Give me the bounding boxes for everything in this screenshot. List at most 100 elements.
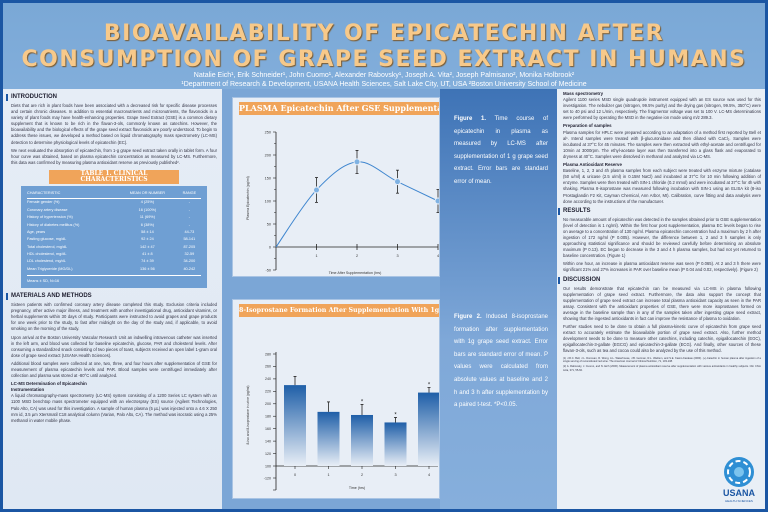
y-tick-label: 220 bbox=[265, 390, 271, 394]
table-cell: 58-141 bbox=[183, 237, 196, 242]
table-row: Female gender (%) 4 (25%) - bbox=[27, 199, 201, 207]
instrumentation-paragraph: A liquid chromatography-mass spectrometr… bbox=[11, 393, 217, 423]
table-row: History of diabetes mellitus (%) 6 (38%) - bbox=[27, 221, 201, 228]
methods-paragraph: Additional blood samples were collected … bbox=[11, 360, 217, 379]
significance-asterisk: * bbox=[428, 383, 431, 389]
prep-paragraph: Plasma samples for HPLC were prepared ac… bbox=[563, 129, 761, 159]
par-heading: Plasma Antioxidant Reserve bbox=[563, 162, 622, 168]
results-paragraph: Within one hour, an increase in plasma a… bbox=[563, 261, 761, 273]
series-line bbox=[275, 161, 439, 248]
significance-asterisk: * bbox=[394, 412, 397, 418]
table-cell: 136 ± 56 bbox=[140, 266, 155, 271]
y-tick-label: 160 bbox=[265, 427, 271, 431]
table-cell: 40-242 bbox=[183, 266, 196, 271]
discussion-paragraph: Further studies need to be done to obtai… bbox=[563, 324, 761, 354]
prep-heading: Preparation of samples bbox=[563, 123, 612, 129]
table-cell: 16 (100%) bbox=[138, 207, 157, 212]
isoprostane-bar-chart: 280 260 240 220 200 180 160 140 120 100 -120 0 1 * 2 * 3… bbox=[246, 352, 439, 491]
table-header: CHARACTERISTIC bbox=[27, 190, 118, 200]
x-tick-label: 1 bbox=[315, 254, 317, 258]
methods-heading: MATERIALS AND METHODS bbox=[6, 293, 217, 301]
y-tick-label: 120 bbox=[265, 452, 271, 456]
methods-paragraph: Sixteen patients with confirmed coronary… bbox=[11, 302, 217, 332]
y-tick-label: 280 bbox=[265, 352, 271, 356]
table-cell: 41 ± 8 bbox=[142, 252, 153, 257]
table-cell: 4 (25%) bbox=[140, 200, 155, 205]
figure-1-title: PLASMA Epicatechin After GSE Supplementa… bbox=[239, 102, 439, 115]
table-cell: 6 (38%) bbox=[140, 222, 155, 227]
x-tick-label: 4 bbox=[437, 254, 439, 258]
table-cell: History of hypertension (%) bbox=[27, 215, 73, 220]
par-paragraph: Baseline, 1, 2, 3 and 4h plasma samples … bbox=[563, 168, 761, 204]
figure-1-text: Time course of epicatechin in plasma as … bbox=[454, 116, 548, 185]
bar bbox=[418, 392, 439, 466]
table-header: MEAN OR NUMBER bbox=[117, 190, 178, 200]
x-tick-label: 2 bbox=[356, 254, 358, 258]
x-tick-label: 0 bbox=[294, 473, 296, 477]
table-cell: 87-205 bbox=[183, 244, 196, 249]
y-tick-label: -50 bbox=[266, 268, 272, 272]
table-row: LDL cholesterol, mg/dL 74 ± 39 34-200 bbox=[27, 258, 201, 265]
ms-heading: Mass spectrometry bbox=[563, 91, 604, 96]
table-title: TABLE 1. CLINICAL CHARACTERISTICS bbox=[49, 169, 179, 185]
table-row: Total cholesterol, mg/dL 142 ± 47 87-205 bbox=[27, 243, 201, 250]
table-row: Age, years 58 ± 14 44-73 bbox=[27, 229, 201, 236]
table-cell: Female gender (%) bbox=[27, 200, 60, 205]
figure-1-panel: PLASMA Epicatechin After GSE Supplementa… bbox=[232, 97, 440, 277]
results-heading: RESULTS bbox=[558, 207, 761, 215]
methods-paragraph: Upon arrival at the Boston University Va… bbox=[11, 334, 217, 358]
affiliations: ¹Department of Research & Development, U… bbox=[181, 81, 587, 88]
discussion-paragraph: Our results demonstrate that epicatechin… bbox=[563, 285, 761, 321]
bar bbox=[384, 422, 407, 466]
table-cell: 34-200 bbox=[183, 259, 196, 264]
table-cell: 58 ± 14 bbox=[141, 229, 154, 234]
table-cell: 11 (69%) bbox=[139, 215, 155, 220]
figure-1-label: Figure 1. bbox=[454, 116, 486, 122]
title-line-2: CONSUMPTION OF GRAPE SEED EXTRACT IN HUM… bbox=[21, 47, 747, 72]
intro-paragraph: Diets that are rich in plant foods have … bbox=[11, 103, 217, 145]
logo-tagline: HEALTH SCIENCES bbox=[725, 499, 753, 503]
reference: (2) A. Rabovsky, J. Cuomo, and N. Eich (… bbox=[563, 365, 761, 372]
table-cell: - bbox=[188, 222, 190, 227]
table-cell: Fasting glucose, mg/dL bbox=[27, 237, 67, 242]
instrumentation-subheading: Instrumentation bbox=[11, 387, 45, 393]
table-cell: Mean Triglyceride (MG/DL) bbox=[27, 266, 73, 271]
figure-2-text: Induced 8-isoprostane formation after su… bbox=[454, 314, 548, 409]
y-tick-label: 260 bbox=[265, 365, 271, 369]
y-tick-label: 150 bbox=[265, 176, 271, 180]
header: BIOAVAILABILITY OF EPICATECHIN AFTER CON… bbox=[3, 3, 765, 89]
data-point bbox=[434, 197, 439, 205]
figures-column: PLASMA Epicatechin After GSE Supplementa… bbox=[222, 89, 440, 509]
table-header: RANGE bbox=[177, 190, 201, 200]
table-row: Coronary artery disease 16 (100%) - bbox=[27, 207, 201, 214]
ms-paragraph: Agilent 1100 series MSD single quadrupol… bbox=[563, 97, 761, 121]
table-row: Mean Triglyceride (MG/DL) 136 ± 56 40-242 bbox=[27, 266, 201, 273]
usana-logo: USANA HEALTH SCIENCES bbox=[720, 455, 758, 505]
table-cell: - bbox=[188, 207, 190, 212]
x-tick-label: 3 bbox=[394, 473, 396, 477]
logo-text: USANA bbox=[723, 488, 756, 498]
y-tick-label: 180 bbox=[265, 415, 271, 419]
figure-2-label: Figure 2. bbox=[454, 314, 482, 320]
table-cell: 32-59 bbox=[184, 252, 195, 257]
y-tick-label: 240 bbox=[265, 377, 271, 381]
left-column-background bbox=[3, 89, 222, 509]
epicatechin-line-chart: 250 200 150 100 50 0 -50 1 2 3 4 Time After Supplem… bbox=[246, 130, 439, 275]
table-note: Means ± SD, N=16 bbox=[27, 274, 201, 284]
bar bbox=[317, 411, 340, 466]
results-paragraph: No measurable amount of epicatechin was … bbox=[563, 216, 761, 259]
table-cell: 74 ± 39 bbox=[141, 259, 154, 264]
y-tick-label: 200 bbox=[265, 402, 271, 406]
table-cell: 92 ± 24 bbox=[141, 237, 154, 242]
table-cell: - bbox=[188, 215, 190, 220]
bar bbox=[284, 385, 306, 466]
figure-2-title: 8-Isoprostane Formation After Supplement… bbox=[239, 304, 439, 317]
significance-asterisk: * bbox=[361, 399, 364, 405]
table-cell: Age, years bbox=[27, 229, 46, 234]
captions-column: Figure 1. Time course of epicatechin in … bbox=[440, 89, 557, 509]
clinical-characteristics-table: CHARACTERISTIC MEAN OR NUMBER RANGE Fema… bbox=[21, 186, 207, 289]
figure-1-caption: Figure 1. Time course of epicatechin in … bbox=[454, 113, 548, 189]
table-cell: 142 ± 47 bbox=[140, 244, 155, 249]
y-tick-label: -120 bbox=[264, 476, 271, 480]
x-axis-label: Time (hrs) bbox=[349, 486, 365, 490]
